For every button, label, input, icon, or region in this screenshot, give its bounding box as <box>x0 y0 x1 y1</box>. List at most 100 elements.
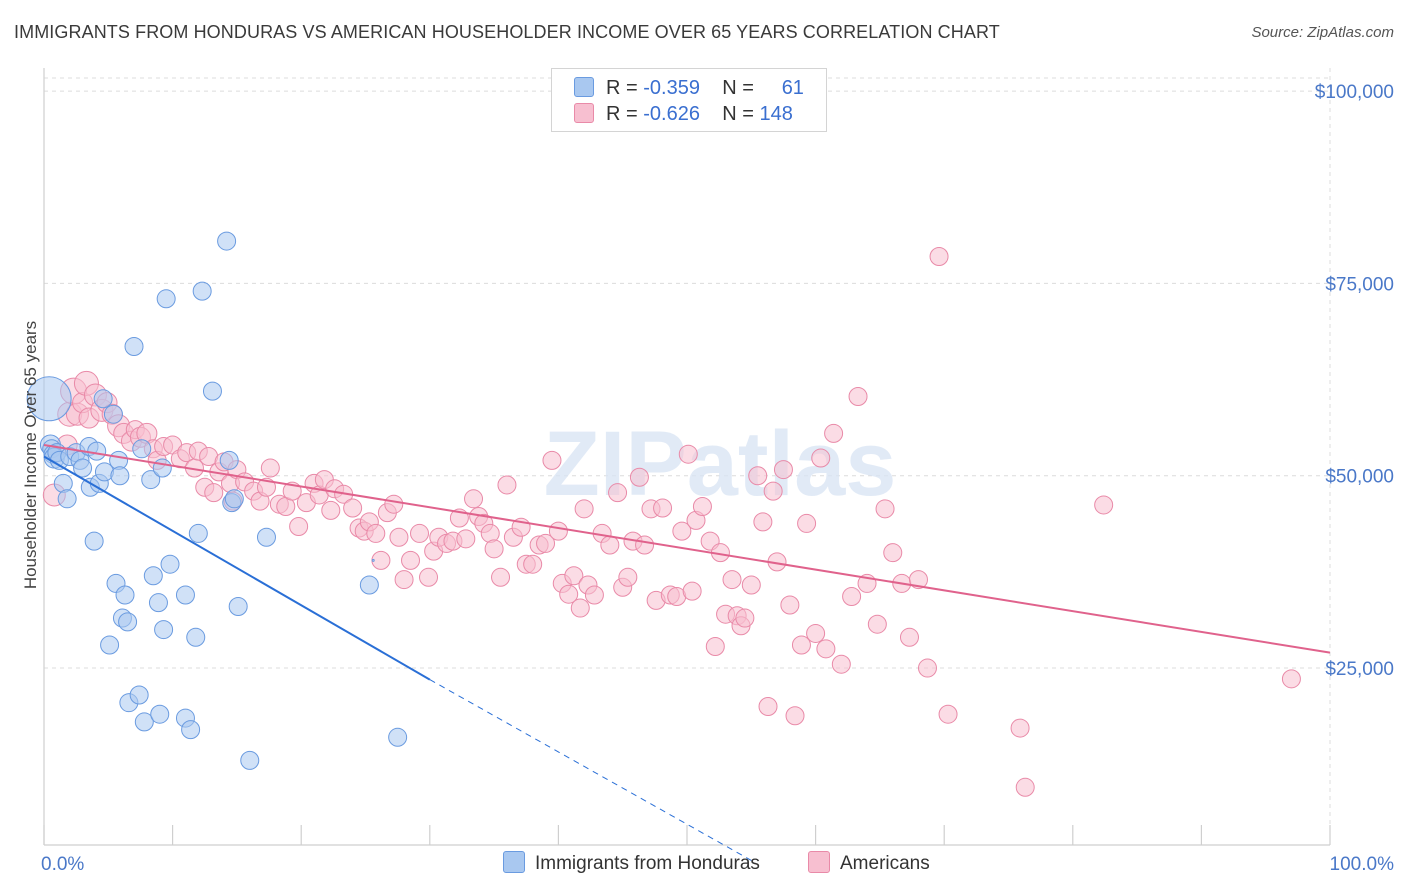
american-point <box>570 598 590 618</box>
legend-r-value: -0.359 <box>643 77 700 99</box>
american-point <box>678 444 698 464</box>
american-point <box>559 584 579 604</box>
bottom-legend-swatch-americans <box>808 851 830 873</box>
american-point <box>741 575 761 595</box>
honduras-point <box>141 470 161 490</box>
american-point <box>260 458 280 478</box>
honduras-point <box>148 593 168 613</box>
american-point <box>536 533 556 553</box>
american-point <box>574 499 594 519</box>
american-point <box>811 448 831 468</box>
honduras-point <box>93 389 113 409</box>
honduras-point <box>388 727 408 747</box>
honduras-point <box>84 531 104 551</box>
american-point <box>389 527 409 547</box>
american-point <box>917 658 937 678</box>
american-point <box>848 386 868 406</box>
american-point <box>875 499 895 519</box>
american-point <box>1281 669 1301 689</box>
honduras-point <box>219 450 239 470</box>
honduras-point <box>103 404 123 424</box>
american-point <box>791 635 811 655</box>
honduras-point <box>73 458 93 478</box>
bottom-legend-swatch-honduras <box>503 851 525 873</box>
honduras-points <box>26 231 408 770</box>
honduras-point <box>156 289 176 309</box>
honduras-point <box>154 620 174 640</box>
american-point <box>564 566 584 586</box>
american-point <box>797 513 817 533</box>
legend-row-americans: R = -0.626 N = 148 <box>574 103 793 129</box>
american-point <box>384 494 404 514</box>
legend-swatch-americans <box>574 103 594 123</box>
honduras-point <box>228 597 248 617</box>
american-point <box>785 706 805 726</box>
honduras-point <box>143 566 163 586</box>
american-point <box>753 512 773 532</box>
source-label: Source: ZipAtlas.com <box>1251 24 1394 41</box>
american-point <box>831 654 851 674</box>
honduras-point <box>150 704 170 724</box>
legend-swatch-honduras <box>574 77 594 97</box>
honduras-point <box>57 489 77 509</box>
bottom-legend-honduras: Immigrants from Honduras <box>503 851 760 875</box>
watermark: ZIPatlas <box>544 413 897 515</box>
honduras-trend-line <box>43 455 431 681</box>
american-point <box>618 567 638 587</box>
bottom-legend-label: Immigrants from Honduras <box>535 853 760 874</box>
honduras-point <box>26 376 72 422</box>
american-point <box>722 570 742 590</box>
honduras-point <box>134 712 154 732</box>
honduras-point <box>371 558 375 562</box>
americans-trend-line <box>43 443 1331 654</box>
american-point <box>289 517 309 537</box>
american-point <box>497 475 517 495</box>
y-tick-label: $75,000 <box>1325 274 1394 295</box>
y-tick-labels: $25,000 $50,000 $75,000 $100,000 <box>1315 82 1394 680</box>
american-point <box>1094 495 1114 515</box>
american-point <box>682 581 702 601</box>
legend-n-label: N = <box>722 103 754 125</box>
legend-r-label: R = <box>606 77 638 99</box>
honduras-point <box>100 635 120 655</box>
legend-r-value: -0.626 <box>643 103 700 125</box>
honduras-point <box>160 554 180 574</box>
honduras-point <box>188 523 208 543</box>
honduras-point <box>129 685 149 705</box>
american-point <box>584 585 604 605</box>
american-point <box>899 627 919 647</box>
honduras-point <box>202 381 222 401</box>
american-point <box>748 466 768 486</box>
american-point <box>705 637 725 657</box>
legend-row-honduras: R = -0.359 N = 61 <box>574 77 804 103</box>
honduras-point <box>181 720 201 740</box>
honduras-point <box>192 281 212 301</box>
american-point <box>816 639 836 659</box>
american-point <box>256 477 276 497</box>
bottom-legend-americans: Americans <box>808 851 930 875</box>
honduras-point <box>132 439 152 459</box>
x-tick-max: 100.0% <box>1330 854 1395 875</box>
american-point <box>867 614 887 634</box>
honduras-point <box>110 466 130 486</box>
american-point <box>883 543 903 563</box>
honduras-point <box>256 527 276 547</box>
american-point <box>548 521 568 541</box>
honduras-trend-extension <box>429 679 752 861</box>
american-point <box>600 535 620 555</box>
honduras-point <box>175 585 195 605</box>
american-point <box>410 523 430 543</box>
honduras-point <box>186 627 206 647</box>
honduras-point <box>224 489 244 509</box>
american-point <box>824 423 844 443</box>
honduras-point <box>87 441 107 461</box>
american-point <box>204 483 224 503</box>
american-point <box>366 523 386 543</box>
y-tick-label: $50,000 <box>1325 467 1394 488</box>
american-point <box>758 697 778 717</box>
american-point <box>464 489 484 509</box>
american-point <box>542 450 562 470</box>
american-point <box>672 521 692 541</box>
american-point <box>780 595 800 615</box>
